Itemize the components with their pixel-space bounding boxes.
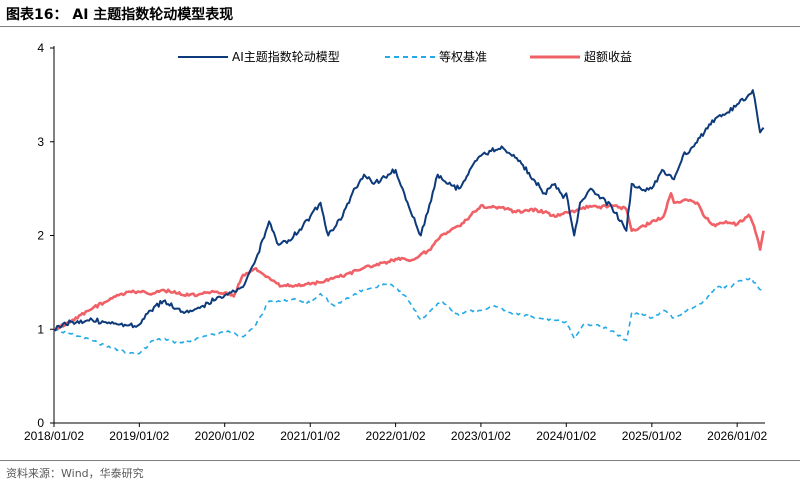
legend-label-1: AI主题指数轮动模型: [232, 49, 340, 64]
x-tick-label: 2022/01/02: [366, 429, 426, 443]
series-line-3: [53, 192, 765, 331]
x-tick-label: 2019/01/02: [109, 429, 169, 443]
y-tick-label: 4: [37, 41, 44, 55]
y-tick-label: 2: [37, 229, 44, 243]
title-divider: [0, 26, 800, 27]
chart-axes: 0 1 2 3 4 2018/01/02 2019/01/02 2020/01/02 2021/…: [24, 41, 768, 443]
y-tick-label: 1: [37, 322, 44, 336]
series-line-2: [53, 276, 765, 356]
x-tick-label: 2024/01/02: [536, 429, 596, 443]
x-tick-label: 2020/01/02: [195, 429, 255, 443]
x-tick-label: 2023/01/02: [451, 429, 511, 443]
x-tick-label: 2021/01/02: [280, 429, 340, 443]
chart-legend: AI主题指数轮动模型 等权基准 超额收益: [178, 49, 632, 64]
y-tick-label: 0: [37, 416, 44, 430]
series-line-1: [53, 89, 765, 332]
legend-label-2: 等权基准: [439, 50, 487, 64]
legend-label-3: 超额收益: [584, 49, 632, 64]
figure-title: 图表16： AI 主题指数轮动模型表现: [6, 7, 234, 23]
x-tick-label: 2025/01/02: [622, 429, 682, 443]
y-tick-label: 3: [37, 135, 44, 149]
source-note: 资料来源：Wind，华泰研究: [6, 467, 144, 480]
source-divider: [0, 460, 800, 461]
x-tick-label: 2018/01/02: [24, 429, 84, 443]
x-tick-label: 2026/01/02: [707, 429, 767, 443]
chart-series: [53, 89, 765, 356]
